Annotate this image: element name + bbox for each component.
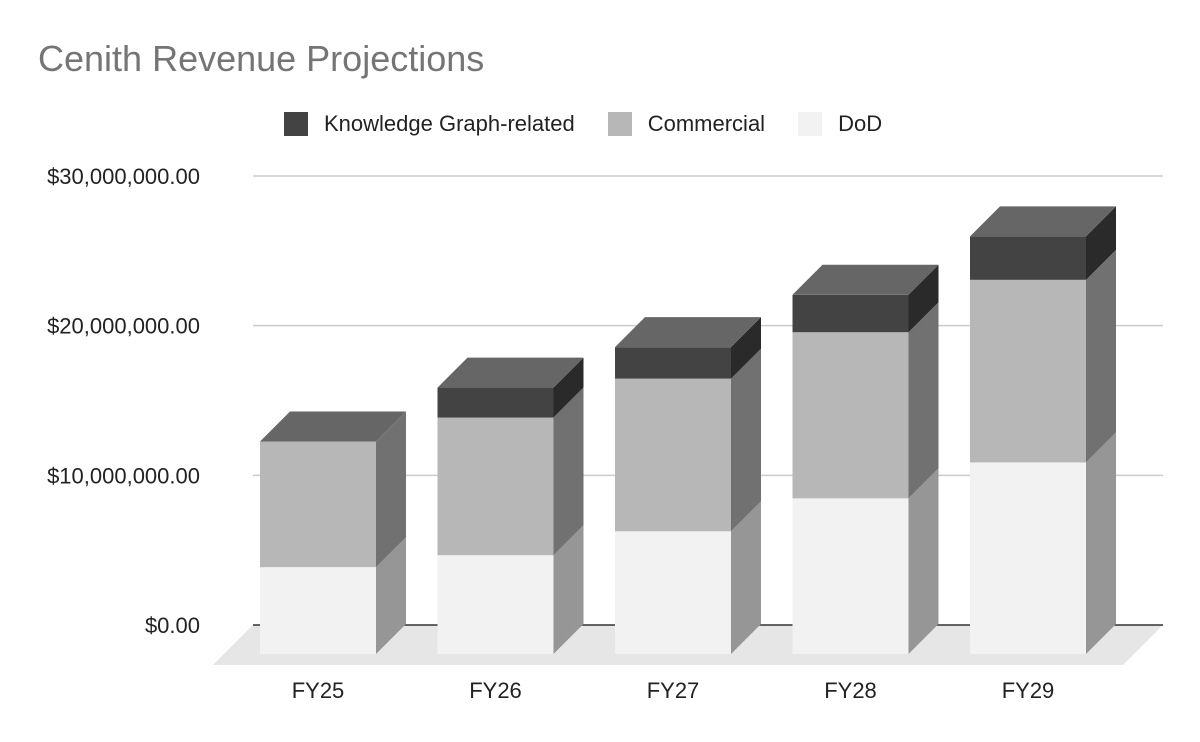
x-tick-label: FY28	[824, 678, 877, 703]
legend-label-dod: DoD	[838, 111, 883, 136]
bar-fy29-commercial	[970, 279, 1086, 463]
bar-fy26-dod	[437, 555, 554, 654]
legend-item-commercial: Commercial	[607, 111, 766, 137]
bar-fy26-commercial	[437, 417, 554, 556]
bar-fy29-commercial-side	[1086, 249, 1116, 463]
bar-fy28-knowledge-graph-related	[792, 294, 909, 333]
bar-fy27-commercial	[615, 378, 731, 532]
legend: Knowledge Graph-related Commercial DoD	[284, 110, 915, 138]
y-tick-label: $10,000,000.00	[47, 463, 200, 488]
legend-label-knowledge-graph: Knowledge Graph-related	[324, 111, 575, 136]
legend-item-knowledge-graph: Knowledge Graph-related	[284, 111, 575, 137]
bar-fy28-dod-side	[908, 468, 939, 654]
legend-swatch-commercial	[607, 112, 632, 136]
bar-fy27-knowledge-graph-related	[615, 347, 731, 379]
y-tick-label: $30,000,000.00	[47, 164, 200, 189]
x-tick-label: FY27	[647, 678, 700, 703]
bar-fy25-commercial	[260, 441, 376, 568]
bar-fy28-knowledge-graph-related-side	[908, 264, 939, 333]
bar-fy25-dod	[260, 567, 376, 654]
bar-fy26-dod-side	[553, 525, 584, 654]
x-tick-label: FY26	[469, 678, 522, 703]
bar-fy27-top	[615, 317, 761, 348]
bar-fy26-top	[437, 357, 584, 388]
bar-fy26-knowledge-graph-related	[437, 387, 554, 418]
bar-fy29-knowledge-graph-related	[970, 236, 1086, 280]
legend-swatch-dod	[798, 112, 823, 136]
bar-fy25-top	[260, 411, 406, 442]
bar-fy28-commercial	[792, 332, 909, 499]
y-tick-label: $20,000,000.00	[47, 314, 200, 339]
bar-fy29-dod	[970, 462, 1086, 654]
bar-fy29-dod-side	[1086, 432, 1116, 654]
bar-fy27-knowledge-graph-related-side	[731, 317, 761, 379]
bar-fy28-commercial-side	[908, 302, 939, 499]
bar-fy27-dod-side	[731, 501, 761, 654]
bar-fy28-top	[792, 264, 939, 295]
bar-fy29-knowledge-graph-related-side	[1086, 206, 1116, 280]
y-tick-label: $0.00	[145, 613, 200, 638]
x-tick-label: FY29	[1002, 678, 1055, 703]
bar-fy28-dod	[792, 498, 909, 654]
chart-title: Cenith Revenue Projections	[38, 38, 485, 79]
bar-fy29-top	[970, 206, 1116, 237]
bar-fy25-dod-side	[376, 537, 406, 654]
bar-fy27-dod	[615, 531, 731, 654]
bar-fy25-commercial-side	[376, 411, 406, 568]
legend-swatch-knowledge-graph	[284, 112, 308, 136]
bar-fy26-commercial-side	[553, 387, 584, 556]
x-tick-label: FY25	[292, 678, 345, 703]
legend-item-dod: DoD	[798, 111, 882, 137]
bar-fy27-commercial-side	[731, 348, 761, 532]
legend-label-commercial: Commercial	[647, 111, 766, 136]
bar-fy26-knowledge-graph-related-side	[553, 357, 584, 418]
